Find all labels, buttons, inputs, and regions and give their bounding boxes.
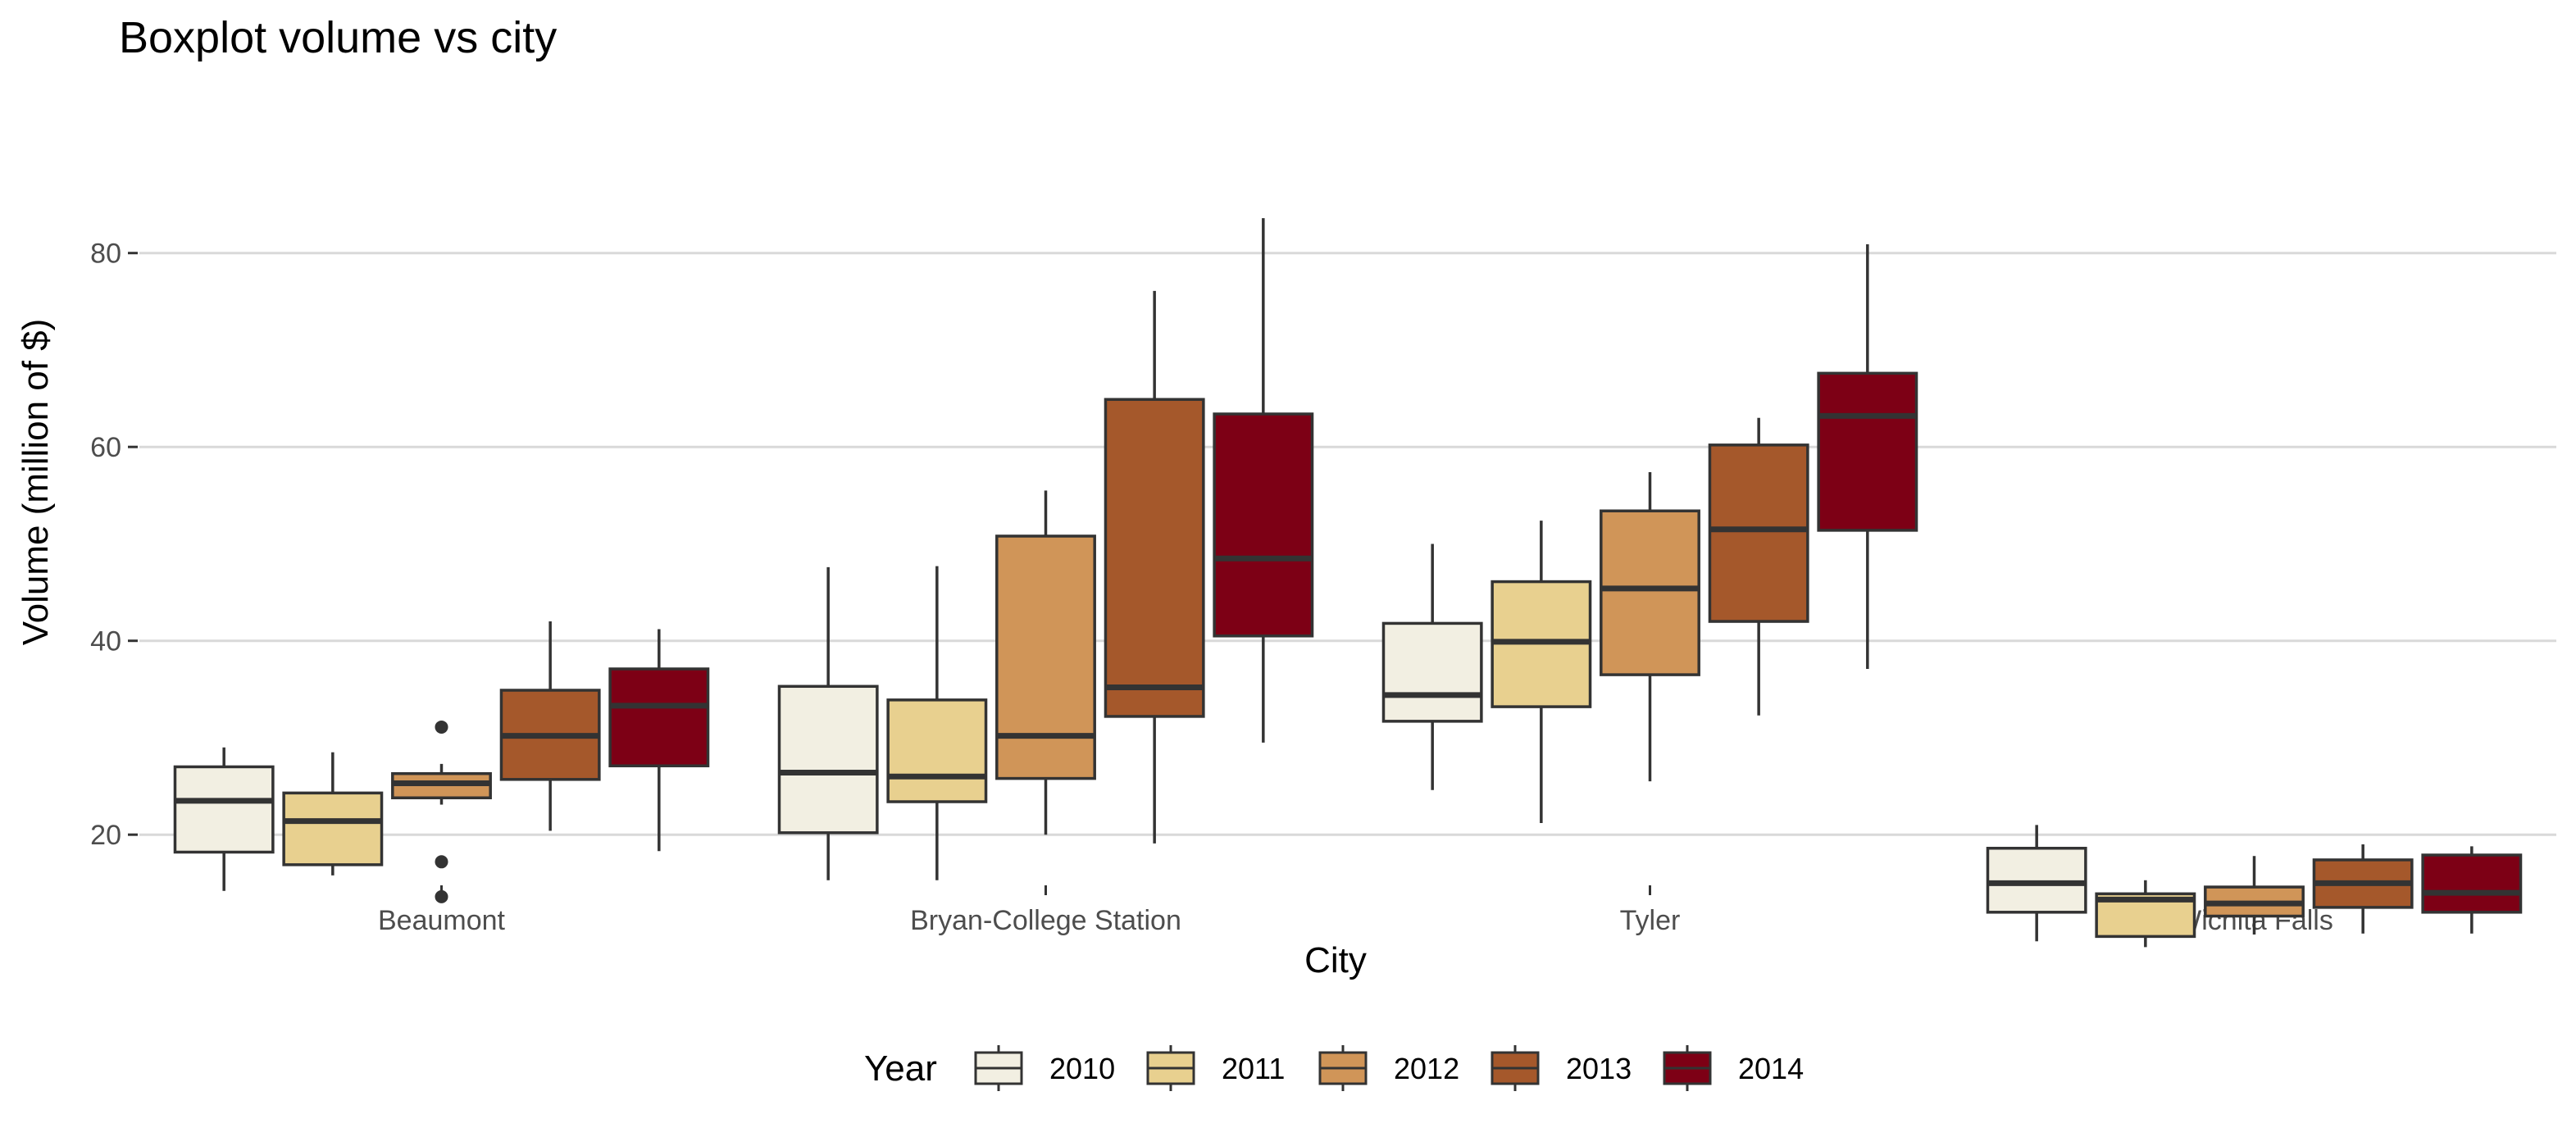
outlier-point xyxy=(435,720,448,734)
legend-label-2014: 2014 xyxy=(1738,1052,1804,1085)
box-2014-0 xyxy=(608,629,710,852)
box-iqr xyxy=(1817,371,1918,532)
series-2010 xyxy=(173,543,2087,942)
series-2013 xyxy=(499,290,2414,934)
box-iqr xyxy=(1708,443,1809,623)
legend-label-2012: 2012 xyxy=(1394,1052,1459,1085)
y-axis: 20 40 60 80 xyxy=(90,239,138,851)
box-2012-3 xyxy=(2204,856,2305,935)
box-iqr xyxy=(886,698,988,803)
box-2013-0 xyxy=(499,621,601,831)
box-2010-1 xyxy=(777,566,879,880)
y-tick-label-40: 40 xyxy=(90,626,121,657)
legend: Year 2010 2011 2012 2013 2014 xyxy=(864,1045,1804,1091)
legend-item-2014: 2014 xyxy=(1663,1045,1804,1091)
box-iqr xyxy=(777,684,879,835)
box-iqr xyxy=(1986,847,2087,914)
box-iqr xyxy=(1213,412,1314,638)
box-2011-2 xyxy=(1491,521,1592,824)
legend-label-2013: 2013 xyxy=(1566,1052,1632,1085)
x-axis-title: City xyxy=(1304,940,1367,980)
legend-item-2012: 2012 xyxy=(1318,1045,1459,1091)
series-2012 xyxy=(391,471,2305,935)
box-2012-1 xyxy=(995,490,1096,835)
box-iqr xyxy=(282,791,384,866)
box-2011-1 xyxy=(886,566,988,880)
series-2011 xyxy=(282,521,2196,948)
legend-label-2010: 2010 xyxy=(1049,1052,1115,1085)
legend-item-2013: 2013 xyxy=(1491,1045,1632,1091)
box-2013-1 xyxy=(1104,290,1205,844)
box-2013-2 xyxy=(1708,417,1809,716)
y-tick-label-60: 60 xyxy=(90,432,121,463)
legend-item-2011: 2011 xyxy=(1146,1045,1285,1091)
legend-item-2010: 2010 xyxy=(974,1045,1115,1091)
plot-area xyxy=(173,218,2523,948)
x-tick-label-1: Bryan-College Station xyxy=(910,905,1181,936)
x-tick-label-0: Beaumont xyxy=(378,905,506,936)
box-2010-0 xyxy=(173,747,275,891)
y-tick-label-80: 80 xyxy=(90,239,121,270)
box-iqr xyxy=(1104,398,1205,718)
outlier-point xyxy=(435,889,448,903)
box-iqr xyxy=(1600,509,1700,676)
legend-label-2011: 2011 xyxy=(1222,1052,1285,1085)
legend-title: Year xyxy=(864,1048,937,1089)
box-2012-0 xyxy=(391,720,492,903)
box-iqr xyxy=(608,667,710,767)
outlier-point xyxy=(435,855,448,869)
box-2014-2 xyxy=(1817,244,1918,669)
box-2013-3 xyxy=(2312,844,2414,934)
box-iqr xyxy=(173,765,275,854)
box-2011-3 xyxy=(2095,880,2196,948)
box-iqr xyxy=(1381,621,1483,723)
series-2014 xyxy=(608,218,2523,934)
x-tick-label-2: Tyler xyxy=(1620,905,1681,936)
box-2012-2 xyxy=(1600,471,1700,782)
y-axis-title: Volume (million of $) xyxy=(16,319,56,646)
box-2010-2 xyxy=(1381,543,1483,790)
gridlines xyxy=(139,252,2556,836)
y-tick-label-20: 20 xyxy=(90,820,121,851)
box-iqr xyxy=(995,534,1096,780)
box-2014-1 xyxy=(1213,218,1314,743)
box-2014-3 xyxy=(2421,846,2523,934)
box-2011-0 xyxy=(282,752,384,875)
chart-title: Boxplot volume vs city xyxy=(119,13,557,62)
box-2010-3 xyxy=(1986,825,2087,942)
box-iqr xyxy=(2421,853,2523,914)
